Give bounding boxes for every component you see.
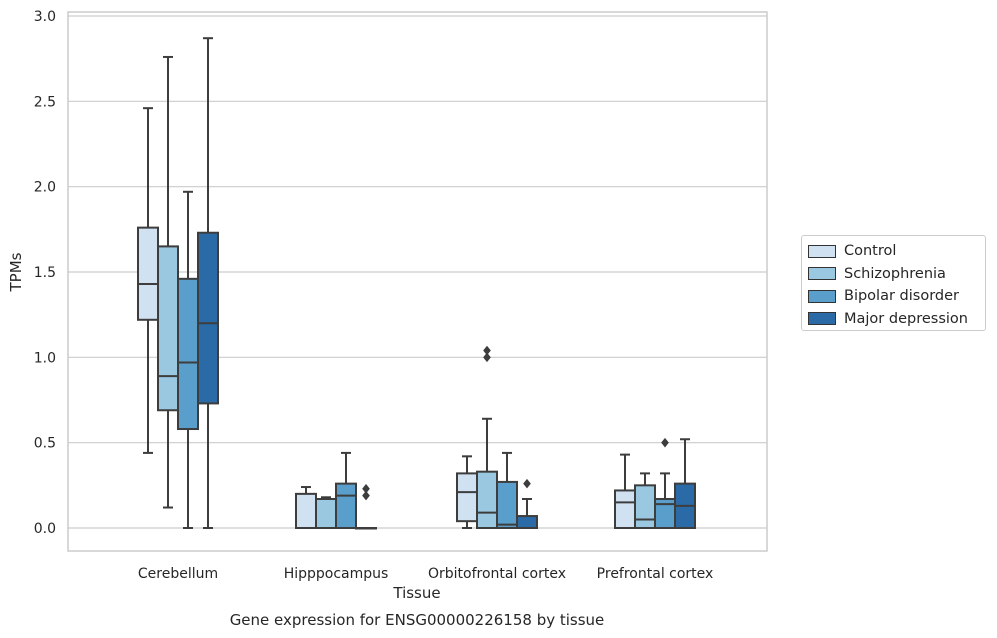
box-1-2 [335,451,357,530]
x-tick-label: Prefrontal cortex [597,566,714,582]
outlier-point [483,352,491,363]
x-axis-label: Tissue [392,584,440,602]
legend-swatch [808,244,836,258]
box-0-3 [197,37,219,529]
box-body [476,470,498,529]
legend-item: Schizophrenia [808,263,985,286]
x-tick-label: Orbitofrontal cortex [428,566,566,582]
box-body [614,489,636,530]
legend-swatch [808,289,836,303]
plot-border [67,11,768,552]
legend-label: Schizophrenia [844,265,946,282]
box-2-3 [516,478,538,530]
legend-label: Bipolar disorder [844,288,959,305]
legend-item: Major depression [808,308,985,331]
box-2-0 [456,455,478,529]
box-3-3 [674,438,696,530]
legend: Control Schizophrenia Bipolar disorder Majo… [801,235,986,331]
outlier-point [483,345,491,356]
legend-label: Major depression [844,310,968,327]
outlier-point [661,437,669,448]
box-body [197,231,219,405]
box-body [295,492,317,530]
y-tick-label: 0.5 [34,436,56,452]
box-body [137,226,159,321]
chart-title: Gene expression for ENSG00000226158 by t… [230,611,605,629]
x-tick-label: Cerebellum [138,566,218,582]
box-body [157,245,179,412]
outlier-point [523,478,531,489]
box-body [177,277,199,431]
box-body [496,480,518,530]
box-3-0 [614,453,636,530]
y-axis-label: TPMs [7,252,25,292]
box-1-0 [295,486,317,530]
box-0-0 [137,107,159,454]
y-tick-label: 2.0 [34,180,56,196]
box-3-2 [654,437,676,529]
legend-item: Bipolar disorder [808,285,985,308]
box-body [456,472,478,523]
y-tick-label: 1.5 [34,265,56,281]
box-body [516,515,538,530]
box-2-2 [496,451,518,530]
box-body [335,482,357,530]
box-1-1 [315,496,337,529]
box-1-3 [355,483,377,530]
legend-swatch [808,312,836,326]
legend-label: Control [844,243,897,260]
box-body [315,497,337,529]
outlier-point [362,483,370,494]
y-tick-label: 3.0 [34,9,56,25]
legend-swatch [808,267,836,281]
box-0-1 [157,55,179,509]
legend-item: Control [808,240,985,263]
y-tick-label: 2.5 [34,94,56,110]
x-tick-label: Hipppocampus [284,566,389,582]
y-tick-label: 1.0 [34,350,56,366]
y-tick-label: 0.0 [34,521,56,537]
outlier-point [362,490,370,501]
box-body [634,484,656,530]
